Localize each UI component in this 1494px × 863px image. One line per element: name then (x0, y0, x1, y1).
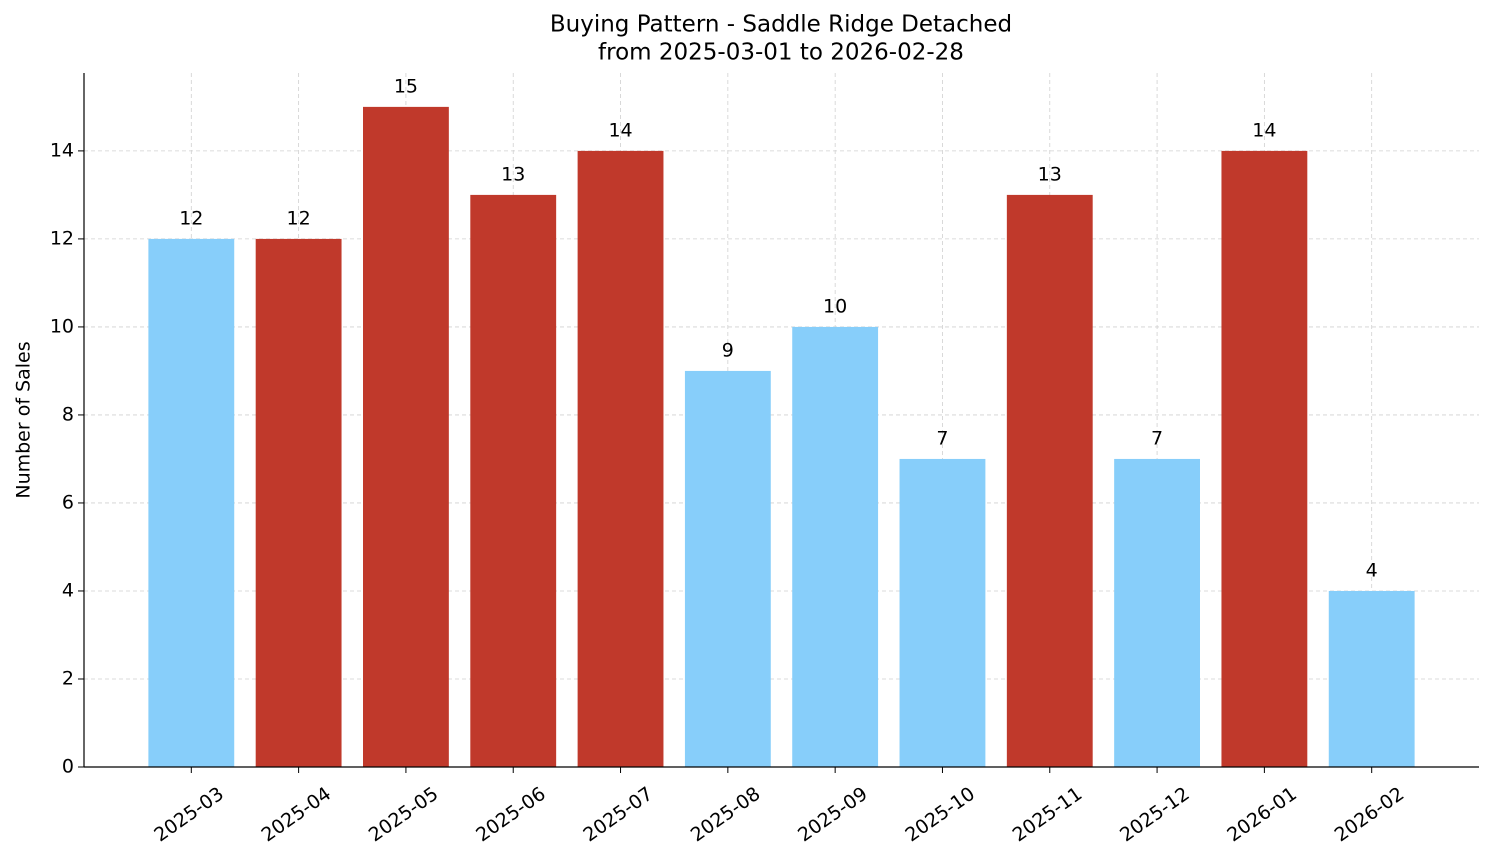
bar (1006, 194, 1093, 768)
x-tick-label: 2025-12 (1116, 783, 1194, 847)
x-tick-label: 2025-11 (1009, 783, 1087, 847)
bar (1328, 590, 1415, 767)
bar (1221, 150, 1308, 768)
x-tick-label: 2026-02 (1331, 783, 1409, 847)
bar (148, 238, 235, 767)
y-tick-label: 12 (50, 227, 74, 249)
y-tick-label: 0 (62, 756, 74, 778)
y-tick-label: 10 (50, 315, 74, 337)
y-axis-label: Number of Sales (13, 341, 35, 498)
data-label: 13 (1038, 163, 1062, 185)
bar (899, 458, 986, 767)
bar (1114, 458, 1200, 767)
chart-title: Buying Pattern - Saddle Ridge Detached (550, 12, 1012, 38)
data-label: 15 (394, 75, 418, 97)
data-label: 9 (722, 339, 734, 361)
bar (577, 150, 664, 768)
chart-subtitle: from 2025-03-01 to 2026-02-28 (598, 40, 964, 66)
data-label: 14 (1252, 119, 1276, 141)
data-label: 12 (287, 207, 311, 229)
x-tick-label: 2025-09 (794, 783, 872, 847)
data-label: 4 (1366, 559, 1378, 581)
x-tick-label: 2025-10 (901, 783, 979, 847)
y-tick-label: 14 (50, 139, 74, 161)
data-label: 14 (608, 119, 632, 141)
x-tick-label: 2025-06 (472, 783, 550, 847)
bar (363, 106, 449, 767)
x-tick-label: 2025-07 (579, 783, 657, 847)
y-tick-label: 8 (62, 403, 74, 425)
y-tick-label: 4 (62, 579, 74, 601)
bar (470, 194, 557, 768)
bar (792, 326, 879, 767)
x-tick-label: 2025-05 (365, 783, 443, 847)
data-label: 10 (823, 295, 847, 317)
x-tick-label: 2025-08 (687, 783, 765, 847)
data-label: 13 (501, 163, 525, 185)
x-tick-label: 2025-04 (258, 783, 336, 847)
bar (255, 238, 342, 767)
data-label: 7 (1151, 427, 1163, 449)
x-tick-label: 2025-03 (150, 783, 228, 847)
data-label: 7 (936, 427, 948, 449)
bar (684, 370, 771, 767)
data-label: 12 (179, 207, 203, 229)
x-tick-label: 2026-01 (1223, 783, 1301, 847)
y-tick-label: 6 (62, 491, 74, 513)
y-tick-label: 2 (62, 667, 74, 689)
